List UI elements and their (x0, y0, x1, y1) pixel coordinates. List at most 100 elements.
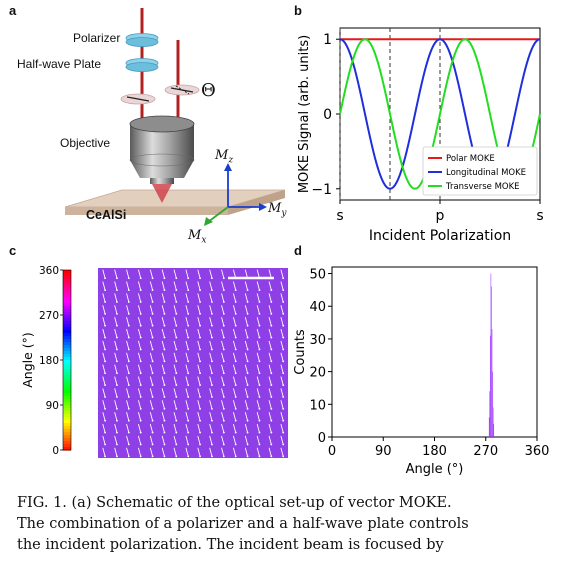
angle-arrow-head (199, 407, 201, 410)
angle-arrow (280, 328, 284, 338)
angle-arrow-head (187, 407, 190, 410)
angle-arrow (173, 423, 177, 433)
angle-arrow (197, 388, 201, 398)
angle-arrow (221, 340, 225, 350)
angle-arrow-head (127, 301, 130, 303)
angle-arrow (185, 423, 189, 433)
angle-arrow (209, 376, 213, 386)
angle-arrow (114, 400, 118, 409)
y-tick-label: 30 (309, 333, 326, 348)
colorbar-segment (63, 291, 71, 295)
angle-arrow-head (127, 324, 130, 327)
angle-arrow-head (116, 360, 118, 363)
angle-arrow-head (175, 348, 178, 351)
angle-arrow-head (175, 431, 178, 434)
angle-arrow (209, 269, 213, 279)
histogram-bar (490, 335, 491, 437)
colorbar-tick-label: 90 (46, 400, 59, 412)
colorbar-segment (63, 405, 71, 409)
angle-map: 0 90 180 270 360 Angle (°) (20, 265, 288, 458)
angle-arrow (126, 340, 130, 350)
angle-arrow (232, 423, 237, 433)
angle-arrow-head (187, 277, 190, 280)
angle-arrow (102, 340, 106, 350)
angle-arrow-head (234, 336, 237, 339)
angle-arrow-head (211, 324, 213, 327)
angle-arrow (185, 328, 189, 338)
angle-arrow-head (163, 396, 166, 398)
colorbar-segment (63, 438, 71, 442)
angle-arrow (244, 340, 249, 350)
angle-arrow-head (282, 455, 285, 458)
angle-arrow-head (151, 419, 154, 422)
angle-arrow (256, 305, 260, 314)
angle-arrow (197, 364, 201, 374)
angle-arrow-head (175, 336, 178, 339)
angle-arrow-head (258, 372, 261, 375)
angle-arrow (126, 352, 130, 362)
angle-arrow (114, 340, 118, 350)
angle-arrow-head (163, 419, 166, 422)
angle-arrow-head (258, 289, 261, 291)
angle-arrow-head (211, 431, 213, 434)
angle-arrow (209, 388, 213, 398)
colorbar-segment (63, 420, 71, 424)
colorbar-segment (63, 300, 71, 304)
angle-arrow (209, 400, 213, 409)
angle-arrow-head (127, 443, 130, 446)
angle-arrow-head (104, 372, 106, 375)
angle-arrow (209, 281, 213, 291)
angle-arrow-head (199, 431, 201, 434)
angle-arrow (221, 435, 225, 445)
angle-arrow (280, 423, 284, 433)
angle-arrow (161, 317, 165, 326)
angle-arrow-head (151, 431, 154, 434)
angle-arrow (137, 400, 142, 409)
angle-arrow (244, 388, 249, 398)
angle-arrow (114, 376, 118, 386)
angle-arrow (114, 423, 118, 433)
y-tick-label: −1 (311, 182, 332, 198)
colorbar-segment (63, 321, 71, 325)
histogram-bar (490, 273, 492, 437)
angle-arrow-head (282, 431, 285, 434)
angle-arrow-head (139, 336, 142, 339)
angle-arrow (221, 423, 225, 433)
angle-arrow (221, 269, 225, 279)
angle-arrow (173, 388, 177, 398)
angle-arrow-head (139, 360, 142, 363)
colorbar-segment (63, 378, 71, 382)
angle-arrow-head (163, 277, 166, 280)
angle-arrow-head (175, 419, 178, 422)
angle-arrow (232, 412, 237, 421)
angle-arrow-head (282, 277, 285, 280)
angle-arrow-head (234, 455, 237, 458)
angle-arrow-head (163, 324, 166, 327)
angle-arrow (221, 388, 225, 398)
angle-arrow (268, 423, 272, 433)
colorbar-segment (63, 318, 71, 322)
angle-arrow (173, 352, 177, 362)
angle-arrow (173, 269, 177, 279)
angle-arrow (114, 435, 118, 445)
angle-arrow (209, 435, 213, 445)
angle-arrow-head (175, 289, 178, 291)
angle-arrow-head (187, 336, 190, 339)
angle-arrow-head (163, 384, 166, 386)
angle-arrow-head (151, 348, 154, 351)
angle-arrow (126, 447, 130, 457)
angle-arrow-head (258, 324, 261, 327)
angle-arrow-head (222, 419, 225, 422)
angle-arrow (232, 305, 237, 314)
angle-arrow-head (175, 384, 178, 386)
angle-arrow (114, 412, 118, 421)
colorbar-segment (63, 273, 71, 277)
angle-arrow-head (139, 443, 142, 446)
angle-arrow-head (163, 372, 166, 375)
angle-arrow-head (187, 443, 190, 446)
angle-arrow-head (163, 312, 166, 315)
histogram-bar (488, 417, 490, 437)
angle-arrow (173, 400, 177, 409)
angle-arrow (114, 447, 118, 457)
angle-arrow (280, 388, 284, 398)
